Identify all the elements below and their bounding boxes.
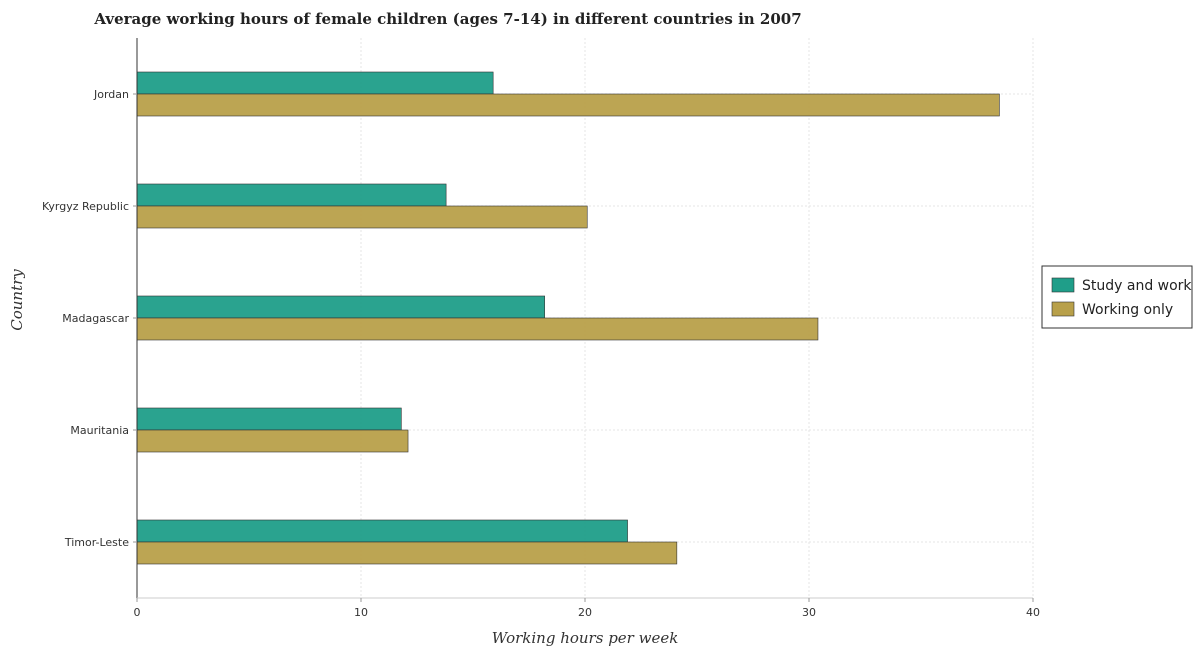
bar-working-only <box>136 317 819 341</box>
legend: Study and work Working only <box>1041 265 1193 329</box>
bar-study-and-work <box>136 183 447 207</box>
y-axis-label: Country <box>8 269 26 331</box>
bars <box>136 71 1000 565</box>
x-axis-label: Working hours per week <box>492 629 679 647</box>
legend-box <box>1041 265 1193 329</box>
legend-swatch <box>1051 301 1075 317</box>
axes: 0 10 20 30 40 Jordan Kyrgyz Republic Madagascar… <box>42 38 1040 619</box>
x-tick-label: 0 <box>134 606 141 619</box>
x-tick-label: 10 <box>354 606 368 619</box>
y-tick-label: Timor-Leste <box>64 536 129 549</box>
bar-study-and-work <box>136 407 402 431</box>
bar-working-only <box>136 93 1000 117</box>
x-tick-label: 20 <box>578 606 592 619</box>
legend-label: Study and work <box>1082 278 1192 294</box>
chart-title: Average working hours of female children… <box>93 10 801 28</box>
y-tick-label: Kyrgyz Republic <box>42 200 129 213</box>
legend-label: Working only <box>1082 302 1173 318</box>
bar-working-only <box>136 205 588 229</box>
x-tick-label: 30 <box>802 606 816 619</box>
bar-study-and-work <box>136 71 494 95</box>
bar-study-and-work <box>136 519 628 543</box>
legend-swatch <box>1051 277 1075 293</box>
x-tick-label: 40 <box>1026 606 1040 619</box>
bar-working-only <box>136 541 678 565</box>
bar-study-and-work <box>136 295 545 319</box>
y-tick-label: Mauritania <box>70 424 129 437</box>
y-tick-label: Jordan <box>93 88 129 101</box>
y-tick-label: Madagascar <box>62 312 129 325</box>
bar-working-only <box>136 429 409 453</box>
